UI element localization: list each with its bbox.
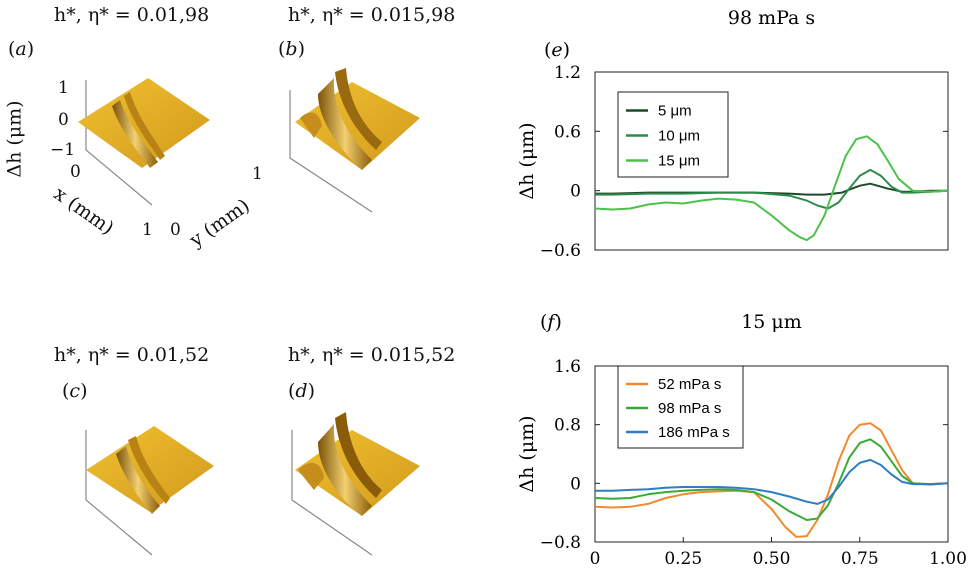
panel-c-letter: (c): [62, 380, 88, 402]
x-tick-0: 0: [70, 162, 81, 182]
y-axis-label-e: Δh (μm): [516, 122, 538, 199]
series-line-f-1: [594, 438, 949, 521]
y-tick-1: 1: [252, 164, 263, 184]
y-tick-label-f-0: −0.8: [540, 533, 581, 553]
y-tick-label-e-1: 0: [570, 182, 581, 202]
series-line-f-2: [595, 458, 949, 505]
y-tick-label-e-0: −0.6: [540, 241, 581, 261]
panel-c-title: h*, η* = 0.01,52: [54, 344, 210, 366]
legend-label-f-1: 98 mPa s: [658, 400, 721, 417]
chart-title-f: 15 μm: [741, 311, 802, 333]
y-tick-label-e-3: 1.2: [554, 63, 581, 83]
panel-b-letter: (b): [278, 38, 306, 60]
panel-d-title: h*, η* = 0.015,52: [288, 344, 456, 366]
panel-d-letter: (d): [288, 380, 316, 402]
series-line-f-0: [594, 422, 949, 538]
x-tick-label-f-3: 0.75: [841, 549, 879, 569]
y-tick-label-e-2: 0.6: [554, 122, 581, 142]
panel-letter-e: (e): [544, 39, 570, 61]
y-tick-label-f-2: 0.8: [554, 416, 581, 436]
panel-a-title: h*, η* = 0.01,98: [54, 4, 210, 26]
z-tick-bottom: −1: [50, 140, 76, 160]
legend-label-f-0: 52 mPa s: [658, 376, 721, 393]
chart-title-e: 98 mPa s: [728, 7, 815, 29]
legend-label-e-0: 5 μm: [658, 103, 692, 120]
x-tick-label-f-4: 1.00: [929, 549, 967, 569]
series-line-e-2: [594, 135, 949, 242]
z-tick-top: 1: [58, 78, 69, 98]
x-tick-label-f-2: 0.50: [753, 549, 791, 569]
panel-letter-f: (f): [540, 311, 562, 333]
x-tick-label-f-1: 0.25: [664, 549, 702, 569]
series-line-e-1: [595, 168, 949, 210]
legend-label-f-2: 186 mPa s: [658, 424, 730, 441]
y-axis-label-f: Δh (μm): [516, 415, 538, 492]
panel-b-title: h*, η* = 0.015,98: [288, 4, 456, 26]
y-tick-label-f-3: 1.6: [554, 357, 581, 377]
plot-frame-e: [594, 71, 949, 251]
x-tick-label-f-0: 0: [590, 549, 601, 569]
x-tick-1: 1: [142, 220, 153, 240]
legend-label-e-1: 10 μm: [658, 128, 700, 145]
y-tick-0: 0: [170, 220, 181, 240]
panel-a-letter: (a): [8, 38, 35, 60]
z-tick-mid: 0: [58, 110, 69, 130]
legend-label-e-2: 15 μm: [658, 153, 700, 170]
y-tick-label-f-1: 0: [570, 474, 581, 494]
